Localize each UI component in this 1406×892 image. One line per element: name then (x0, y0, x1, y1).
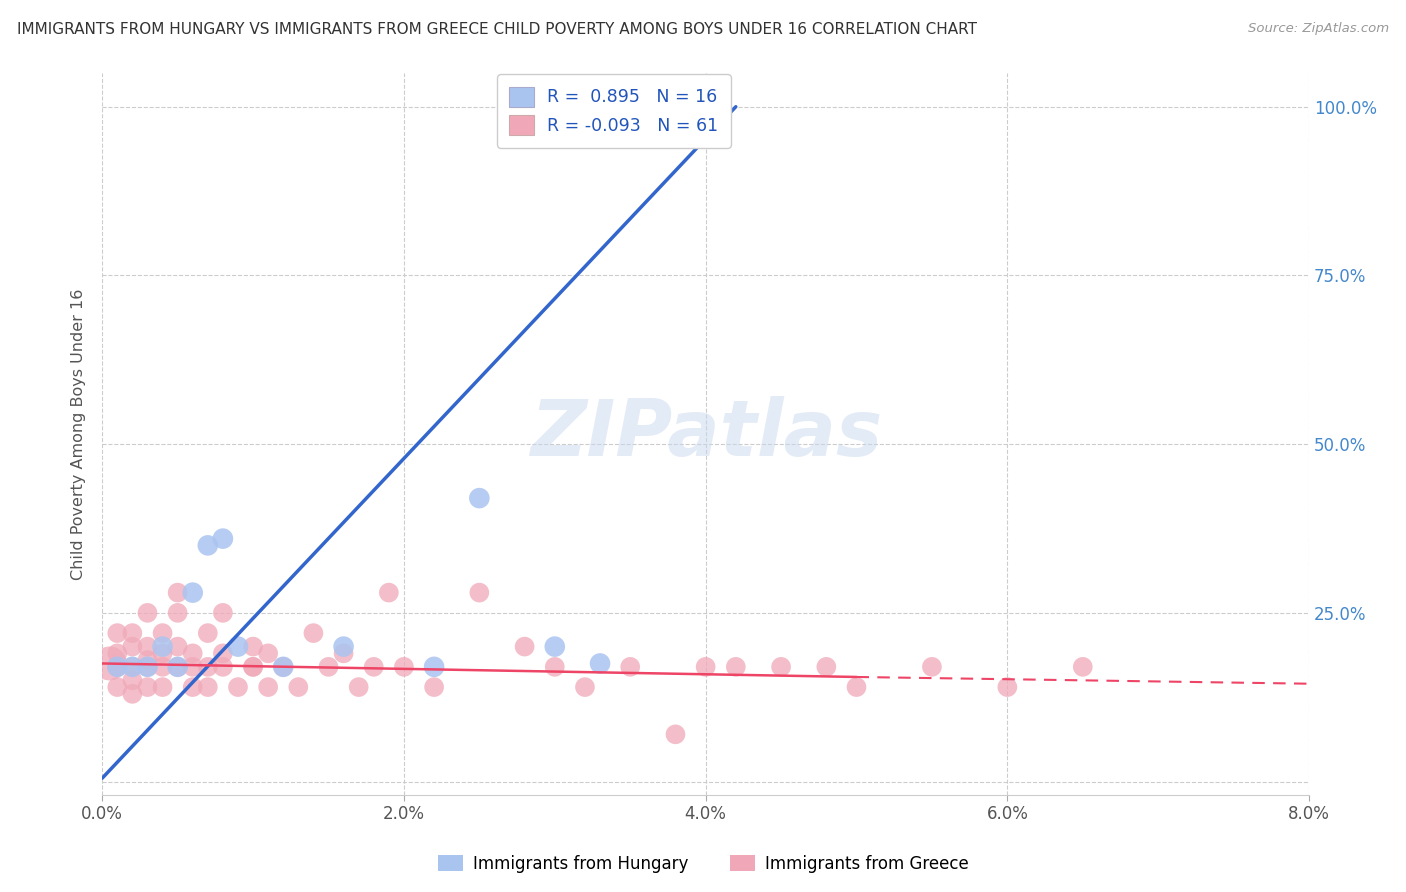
Point (212, 660, 235, 674)
Text: IMMIGRANTS FROM HUNGARY VS IMMIGRANTS FROM GREECE CHILD POVERTY AMONG BOYS UNDER: IMMIGRANTS FROM HUNGARY VS IMMIGRANTS FR… (17, 22, 977, 37)
Point (181, 646, 204, 660)
Point (136, 606, 159, 620)
Point (544, 660, 567, 674)
Point (105, 626, 128, 640)
Point (363, 660, 385, 674)
Point (197, 660, 219, 674)
Point (695, 120, 717, 134)
Point (332, 646, 354, 660)
Point (423, 680, 446, 694)
Y-axis label: Child Poverty Among Boys Under 16: Child Poverty Among Boys Under 16 (72, 288, 86, 580)
Point (347, 680, 370, 694)
Point (664, 727, 686, 741)
Point (212, 532, 235, 546)
Point (98, 657, 121, 671)
Point (242, 660, 264, 674)
Point (468, 585, 491, 599)
Point (105, 646, 128, 660)
Point (226, 640, 249, 654)
Point (226, 680, 249, 694)
Point (197, 626, 219, 640)
Text: ZIPatlas: ZIPatlas (530, 396, 882, 472)
Point (1071, 660, 1094, 674)
Point (121, 673, 143, 688)
Point (166, 640, 188, 654)
Point (166, 660, 188, 674)
Point (121, 626, 143, 640)
Point (197, 538, 219, 552)
Point (242, 640, 264, 654)
Point (271, 660, 294, 674)
Point (166, 606, 188, 620)
Point (136, 653, 159, 667)
Legend: R =  0.895   N = 16, R = -0.093   N = 61: R = 0.895 N = 16, R = -0.093 N = 61 (498, 74, 731, 147)
Point (287, 680, 309, 694)
Point (845, 680, 868, 694)
Point (152, 660, 174, 674)
Point (332, 640, 354, 654)
Point (136, 680, 159, 694)
Point (212, 646, 235, 660)
Point (271, 660, 294, 674)
Point (121, 660, 143, 674)
Legend: Immigrants from Hungary, Immigrants from Greece: Immigrants from Hungary, Immigrants from… (430, 848, 976, 880)
Point (166, 660, 188, 674)
Point (392, 660, 415, 674)
Point (995, 680, 1018, 694)
Point (724, 660, 747, 674)
Point (513, 640, 536, 654)
Point (181, 680, 204, 694)
Point (181, 585, 204, 599)
Point (589, 657, 612, 671)
Point (152, 646, 174, 660)
Point (544, 640, 567, 654)
Point (166, 585, 188, 599)
Point (574, 680, 596, 694)
Point (152, 626, 174, 640)
Point (619, 660, 641, 674)
Point (921, 660, 943, 674)
Point (121, 640, 143, 654)
Point (136, 660, 159, 674)
Point (257, 646, 280, 660)
Point (423, 660, 446, 674)
Point (136, 660, 159, 674)
Point (242, 660, 264, 674)
Point (695, 660, 717, 674)
Point (181, 660, 204, 674)
Point (105, 660, 128, 674)
Point (197, 680, 219, 694)
Point (378, 585, 401, 599)
Point (121, 660, 143, 674)
Point (152, 640, 174, 654)
Text: Source: ZipAtlas.com: Source: ZipAtlas.com (1249, 22, 1389, 36)
Point (105, 660, 128, 674)
Point (105, 680, 128, 694)
Point (302, 626, 325, 640)
Point (257, 680, 280, 694)
Point (815, 660, 838, 674)
Point (121, 687, 143, 701)
Point (212, 606, 235, 620)
Point (468, 491, 491, 505)
Point (152, 680, 174, 694)
Point (318, 660, 340, 674)
Point (770, 660, 793, 674)
Point (136, 640, 159, 654)
